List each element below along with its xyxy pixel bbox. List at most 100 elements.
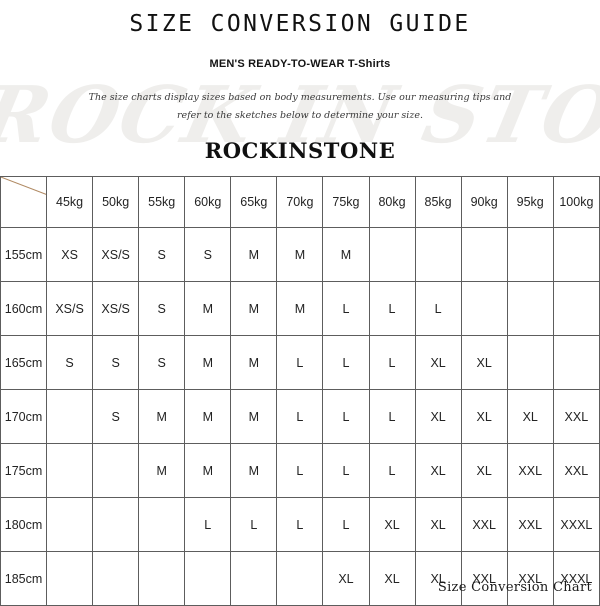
table-header-row: 45kg 50kg 55kg 60kg 65kg 70kg 75kg 80kg 85kg 90kg… bbox=[0, 176, 600, 229]
size-cell: L bbox=[276, 335, 324, 391]
row-header-height: 155cm bbox=[0, 227, 48, 283]
size-cell: XS/S bbox=[92, 281, 140, 337]
size-cell: XL bbox=[414, 443, 462, 499]
size-cell-empty bbox=[368, 227, 416, 283]
size-cell: XS/S bbox=[92, 227, 140, 283]
size-cell: S bbox=[184, 227, 232, 283]
size-cell: L bbox=[368, 443, 416, 499]
size-cell: XXL bbox=[506, 443, 554, 499]
row-header-height: 165cm bbox=[0, 335, 48, 391]
table-row: 165cm S S S M M L L L XL XL bbox=[0, 335, 600, 391]
size-cell: M bbox=[276, 281, 324, 337]
size-cell: XXL bbox=[460, 497, 508, 553]
column-header-weight: 50kg bbox=[92, 176, 140, 229]
size-cell: S bbox=[138, 281, 186, 337]
size-cell-empty bbox=[552, 227, 600, 283]
table-row: 175cm M M M L L L XL XL XXL XXL bbox=[0, 443, 600, 499]
size-cell: S bbox=[92, 389, 140, 445]
size-cell: L bbox=[368, 335, 416, 391]
size-cell: XL bbox=[414, 389, 462, 445]
size-cell: L bbox=[322, 443, 370, 499]
size-cell: L bbox=[230, 497, 278, 553]
size-cell: M bbox=[230, 335, 278, 391]
size-cell-empty bbox=[460, 227, 508, 283]
size-cell: M bbox=[230, 227, 278, 283]
size-cell: XL bbox=[414, 335, 462, 391]
size-chart-container: 45kg 50kg 55kg 60kg 65kg 70kg 75kg 80kg 85kg 90kg… bbox=[0, 176, 600, 606]
size-cell: S bbox=[138, 227, 186, 283]
size-cell: XL bbox=[506, 389, 554, 445]
size-cell: XXL bbox=[552, 389, 600, 445]
size-cell-empty bbox=[46, 551, 94, 606]
table-row: 160cm XS/S XS/S S M M M L L L bbox=[0, 281, 600, 337]
size-cell-empty bbox=[92, 443, 140, 499]
size-cell: L bbox=[276, 497, 324, 553]
size-cell-empty bbox=[414, 227, 462, 283]
size-cell: L bbox=[414, 281, 462, 337]
column-header-weight: 75kg bbox=[322, 176, 370, 229]
size-cell: M bbox=[184, 281, 232, 337]
column-header-weight: 85kg bbox=[414, 176, 462, 229]
size-cell: L bbox=[368, 389, 416, 445]
size-cell-empty bbox=[460, 281, 508, 337]
size-cell: S bbox=[92, 335, 140, 391]
size-cell: L bbox=[368, 281, 416, 337]
size-cell: XL bbox=[460, 335, 508, 391]
column-header-weight: 100kg bbox=[552, 176, 600, 229]
size-cell: M bbox=[230, 443, 278, 499]
column-header-weight: 65kg bbox=[230, 176, 278, 229]
size-cell: M bbox=[138, 443, 186, 499]
size-cell: L bbox=[322, 389, 370, 445]
row-header-height: 185cm bbox=[0, 551, 48, 606]
size-cell: L bbox=[276, 389, 324, 445]
size-cell: S bbox=[46, 335, 94, 391]
column-header-weight: 45kg bbox=[46, 176, 94, 229]
size-cell: XL bbox=[460, 443, 508, 499]
size-conversion-table: 45kg 50kg 55kg 60kg 65kg 70kg 75kg 80kg 85kg 90kg… bbox=[0, 176, 600, 606]
size-cell: XXXL bbox=[552, 551, 600, 606]
size-cell: XL bbox=[414, 551, 462, 606]
size-cell-empty bbox=[138, 551, 186, 606]
size-cell: XXL bbox=[506, 551, 554, 606]
size-cell: S bbox=[138, 335, 186, 391]
size-cell: M bbox=[184, 389, 232, 445]
size-cell-empty bbox=[46, 389, 94, 445]
table-row: 185cm XL XL XL XXL XXL XXXL bbox=[0, 551, 600, 606]
size-cell-empty bbox=[92, 551, 140, 606]
table-row: 180cm L L L L XL XL XXL XXL XXXL bbox=[0, 497, 600, 553]
size-cell-empty bbox=[506, 227, 554, 283]
size-cell: M bbox=[322, 227, 370, 283]
size-cell: XL bbox=[460, 389, 508, 445]
size-cell-empty bbox=[46, 443, 94, 499]
size-cell: XS bbox=[46, 227, 94, 283]
size-cell: XL bbox=[414, 497, 462, 553]
size-cell-empty bbox=[184, 551, 232, 606]
size-cell: L bbox=[322, 335, 370, 391]
size-cell: M bbox=[138, 389, 186, 445]
size-cell: L bbox=[322, 497, 370, 553]
size-cell-empty bbox=[552, 281, 600, 337]
row-header-height: 175cm bbox=[0, 443, 48, 499]
header-block: SIZE CONVERSION GUIDE MEN'S READY-TO-WEA… bbox=[0, 0, 600, 163]
diagonal-divider-icon bbox=[2, 178, 46, 227]
size-cell: M bbox=[230, 389, 278, 445]
description-text: The size charts display sizes based on b… bbox=[88, 92, 512, 121]
corner-cell-diagonal bbox=[0, 176, 48, 229]
size-cell: L bbox=[322, 281, 370, 337]
size-cell: L bbox=[184, 497, 232, 553]
column-header-weight: 80kg bbox=[368, 176, 416, 229]
size-cell-empty bbox=[506, 335, 554, 391]
size-cell: M bbox=[184, 443, 232, 499]
row-header-height: 180cm bbox=[0, 497, 48, 553]
brand-name: ROCKINSTONE bbox=[204, 138, 396, 164]
row-header-height: 160cm bbox=[0, 281, 48, 337]
page-title: SIZE CONVERSION GUIDE bbox=[129, 11, 471, 37]
column-header-weight: 55kg bbox=[138, 176, 186, 229]
column-header-weight: 90kg bbox=[460, 176, 508, 229]
table-row: 155cm XS XS/S S S M M M bbox=[0, 227, 600, 283]
size-cell: XS/S bbox=[46, 281, 94, 337]
chart-caption: Size Conversion Chart bbox=[437, 580, 592, 595]
column-header-weight: 95kg bbox=[506, 176, 554, 229]
size-cell-empty bbox=[138, 497, 186, 553]
size-cell: XXL bbox=[460, 551, 508, 606]
